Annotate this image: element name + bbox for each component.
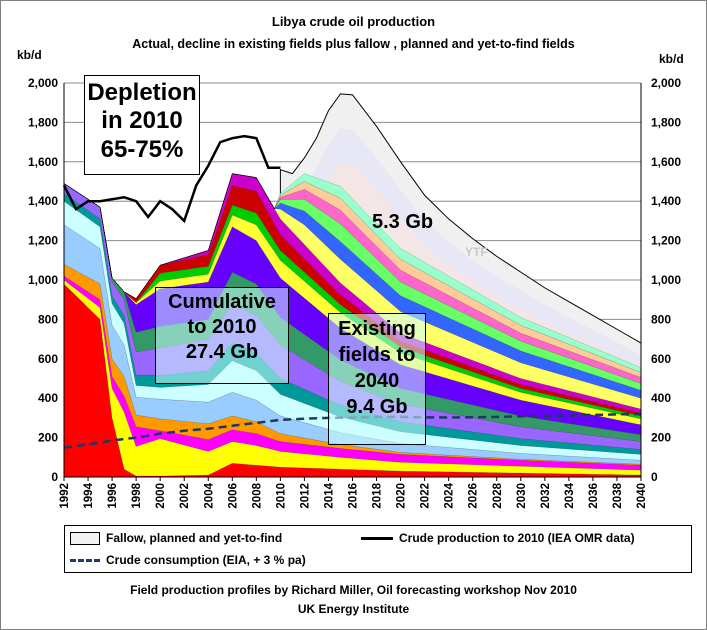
x-tick-label: 2008 — [251, 482, 263, 508]
chart-subtitle: Actual, decline in existing fields plus … — [132, 37, 575, 51]
y-tick-label-right: 1,000 — [651, 273, 681, 287]
x-tick-label: 2028 — [492, 482, 504, 508]
y-tick-label-right: 1,800 — [651, 115, 681, 129]
existing-line-2: fields to — [338, 344, 416, 366]
chart-legend: Fallow, planned and yet-to-find Crude pr… — [64, 525, 692, 573]
x-tick-label: 1996 — [107, 483, 119, 509]
cumulative-line-3: 27.4 Gb — [185, 341, 259, 363]
depletion-line-2: in 2010 — [101, 107, 183, 135]
x-tick-label: 2036 — [588, 483, 600, 509]
yet-to-find-total-label: 5.3 Gb — [372, 211, 434, 233]
x-tick-label: 2030 — [516, 483, 528, 509]
x-tick-label: 1998 — [131, 482, 143, 508]
footer-credit: Field production profiles by Richard Mil… — [130, 583, 577, 597]
legend-swatch-fallow — [70, 531, 100, 545]
x-tick-label: 2006 — [227, 483, 239, 509]
x-tick-label: 2016 — [348, 483, 360, 509]
x-tick-label: 2034 — [564, 482, 576, 508]
y-tick-label-left: 200 — [38, 431, 58, 445]
existing-line-1: Existing — [338, 318, 416, 340]
legend-label-consumption: Crude consumption (EIA, + 3 % pa) — [106, 553, 306, 567]
y-tick-label-right: 400 — [651, 391, 671, 405]
y-tick-label-left: 400 — [38, 391, 58, 405]
existing-fields-callout: Existing fields to 2040 9.4 Gb — [328, 313, 426, 445]
x-tick-label: 1992 — [59, 483, 71, 509]
x-tick-label: 2026 — [468, 483, 480, 509]
x-tick-label: 2038 — [612, 482, 624, 508]
y-tick-label-left: 2,000 — [28, 76, 58, 90]
y-tick-label-left: 1,600 — [28, 155, 58, 169]
depletion-line-3: 65-75% — [100, 135, 184, 163]
legend-label-fallow: Fallow, planned and yet-to-find — [106, 531, 283, 545]
y-tick-label-left: 1,800 — [28, 115, 58, 129]
y-axis-unit-right: kb/d — [659, 52, 684, 66]
y-axis-unit-left: kb/d — [17, 48, 42, 62]
y-tick-label-left: 600 — [38, 352, 58, 366]
y-tick-label-left: 0 — [51, 470, 58, 484]
y-tick-label-right: 1,200 — [651, 234, 681, 248]
x-tick-label: 2010 — [275, 483, 287, 509]
chart-title: Libya crude oil production — [271, 14, 436, 29]
x-tick-label: 2012 — [299, 483, 311, 509]
legend-item-production: Crude production to 2010 (IEA OMR data) — [361, 531, 635, 545]
y-tick-label-left: 1,200 — [28, 234, 58, 248]
cumulative-line-1: Cumulative — [168, 291, 276, 313]
y-tick-label-left: 1,400 — [28, 194, 58, 208]
y-tick-label-right: 600 — [651, 352, 671, 366]
x-tick-label: 2024 — [444, 482, 456, 508]
x-tick-label: 2018 — [372, 482, 384, 508]
footer-institute: UK Energy Institute — [297, 602, 410, 616]
existing-line-3: 2040 — [354, 370, 400, 392]
x-tick-label: 2000 — [155, 483, 167, 509]
x-tick-label: 2014 — [323, 482, 335, 508]
cumulative-line-2: to 2010 — [187, 316, 257, 338]
y-tick-label-left: 800 — [38, 312, 58, 326]
existing-line-4: 9.4 Gb — [346, 396, 408, 418]
x-tick-label: 2040 — [636, 483, 648, 509]
y-tick-label-right: 0 — [651, 470, 658, 484]
y-tick-label-right: 1,600 — [651, 155, 681, 169]
y-tick-label-right: 200 — [651, 431, 671, 445]
x-tick-label: 2032 — [540, 483, 552, 509]
y-tick-label-right: 1,400 — [651, 194, 681, 208]
y-tick-label-right: 800 — [651, 312, 671, 326]
y-tick-label-right: 2,000 — [651, 76, 681, 90]
legend-item-consumption: Crude consumption (EIA, + 3 % pa) — [70, 553, 306, 567]
x-tick-label: 2020 — [396, 483, 408, 509]
depletion-callout: Depletion in 2010 65-75% — [84, 75, 200, 175]
depletion-line-1: Depletion — [87, 79, 197, 106]
ytf-label: YTF — [465, 245, 488, 259]
legend-label-production: Crude production to 2010 (IEA OMR data) — [399, 531, 635, 545]
legend-item-fallow: Fallow, planned and yet-to-find — [70, 531, 282, 545]
y-tick-label-left: 1,000 — [28, 273, 58, 287]
x-tick-label: 1994 — [83, 482, 95, 508]
x-tick-label: 2022 — [420, 483, 432, 509]
x-tick-label: 2002 — [179, 483, 191, 509]
cumulative-callout: Cumulative to 2010 27.4 Gb — [155, 287, 289, 384]
legend-swatch-production — [361, 536, 393, 540]
legend-swatch-consumption — [70, 558, 100, 562]
production-line — [62, 134, 281, 224]
x-tick-label: 2004 — [203, 482, 215, 508]
